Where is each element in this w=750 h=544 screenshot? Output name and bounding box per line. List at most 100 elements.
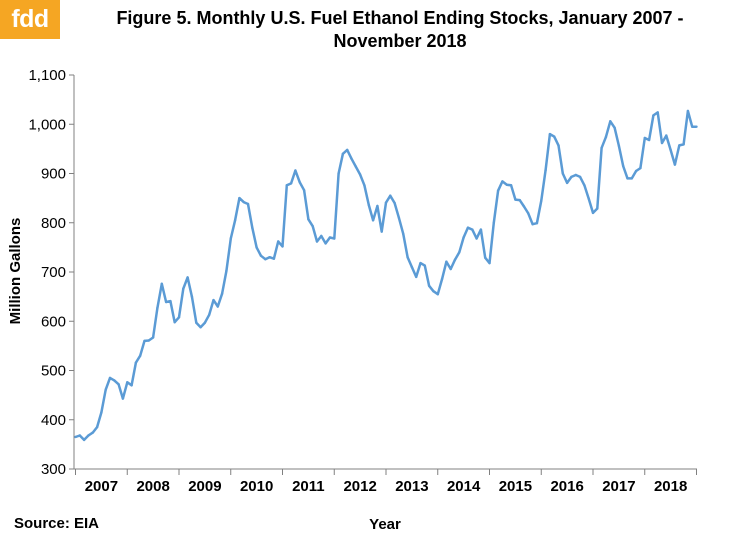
data-point [350, 157, 353, 160]
data-point [384, 201, 388, 204]
data-point [544, 168, 547, 172]
data-point [583, 184, 586, 187]
data-point [587, 197, 590, 200]
data-point [246, 202, 250, 206]
data-point [682, 143, 685, 146]
data-point [354, 165, 357, 168]
data-point [445, 260, 448, 263]
data-point [130, 384, 133, 387]
data-point [190, 295, 194, 298]
data-point [268, 256, 271, 259]
data-point [82, 438, 86, 442]
data-point [371, 219, 375, 222]
data-point [496, 189, 500, 192]
data-point [216, 305, 219, 308]
data-point [277, 240, 280, 243]
data-point [458, 251, 461, 254]
x-axis: 2007 2008 2009 2010 2011 2012 2013 2014 2015 2016… [74, 468, 697, 495]
data-point [535, 222, 539, 225]
data-point [363, 184, 366, 187]
x-tick-label: 2013 [395, 478, 428, 495]
data-point [324, 242, 327, 245]
data-point [199, 326, 202, 329]
data-point [522, 205, 526, 208]
data-point [686, 109, 690, 113]
data-point [501, 180, 504, 183]
data-point [173, 321, 176, 324]
data-point [656, 111, 659, 114]
data-point [462, 236, 465, 239]
x-tick-label: 2017 [602, 478, 635, 495]
y-axis-label: Million Gallons [7, 218, 24, 325]
data-point [203, 321, 207, 324]
y-tick-label: 1,100 [28, 67, 66, 84]
data-point [475, 237, 478, 240]
data-point [669, 148, 672, 152]
data-point [639, 166, 642, 170]
data-point [509, 184, 513, 187]
data-point [578, 175, 582, 179]
data-point [376, 204, 379, 208]
data-point [514, 198, 517, 201]
data-point [302, 189, 306, 192]
data-point [255, 246, 258, 249]
x-tick-label: 2016 [550, 478, 583, 495]
x-tick-label: 2007 [85, 478, 118, 495]
data-point [380, 230, 383, 233]
chart-title: Figure 5. Monthly U.S. Fuel Ethanol Endi… [70, 7, 730, 53]
data-point [229, 237, 232, 240]
data-point [406, 256, 409, 259]
data-point [289, 182, 293, 185]
data-point [432, 290, 435, 293]
x-tick-label: 2011 [292, 478, 325, 495]
data-point [272, 257, 276, 260]
data-point [484, 256, 487, 259]
data-point [113, 379, 116, 382]
y-tick-label: 700 [41, 264, 66, 281]
data-point [609, 120, 612, 123]
x-tick-label: 2008 [136, 478, 169, 495]
x-tick-label: 2018 [654, 478, 687, 495]
series-layer [74, 109, 698, 442]
data-point [134, 361, 138, 364]
y-tick-label: 300 [41, 461, 66, 478]
data-point [126, 381, 129, 384]
data-point [553, 135, 556, 138]
data-point [160, 282, 163, 285]
data-point [333, 237, 336, 240]
data-point [259, 254, 263, 257]
data-point [660, 141, 664, 145]
chart-title-line-2: November 2018 [333, 31, 467, 51]
data-point [397, 216, 401, 219]
y-tick-label: 600 [41, 313, 66, 330]
data-point [402, 232, 405, 236]
data-point [143, 339, 146, 343]
data-point [466, 226, 470, 229]
data-point [652, 114, 655, 117]
data-point [453, 258, 457, 261]
data-point [139, 354, 142, 357]
data-point [225, 269, 228, 273]
x-tick-label: 2015 [499, 478, 532, 495]
data-point [337, 172, 340, 175]
data-point [298, 181, 301, 184]
data-point [182, 287, 185, 290]
data-point [341, 152, 345, 155]
data-point [104, 388, 107, 391]
data-point [212, 298, 215, 302]
data-point [557, 144, 560, 147]
data-point [561, 172, 564, 175]
data-point [186, 276, 189, 279]
data-point [531, 223, 534, 226]
data-point [613, 126, 616, 129]
x-tick-label: 2009 [188, 478, 221, 495]
x-tick-label: 2010 [240, 478, 273, 495]
data-point [626, 177, 629, 180]
data-point [643, 136, 646, 140]
y-tick-label: 400 [41, 412, 66, 429]
data-point [294, 169, 297, 172]
data-point [95, 425, 99, 429]
data-point [415, 275, 418, 279]
data-point [311, 225, 314, 228]
data-point [410, 265, 414, 269]
